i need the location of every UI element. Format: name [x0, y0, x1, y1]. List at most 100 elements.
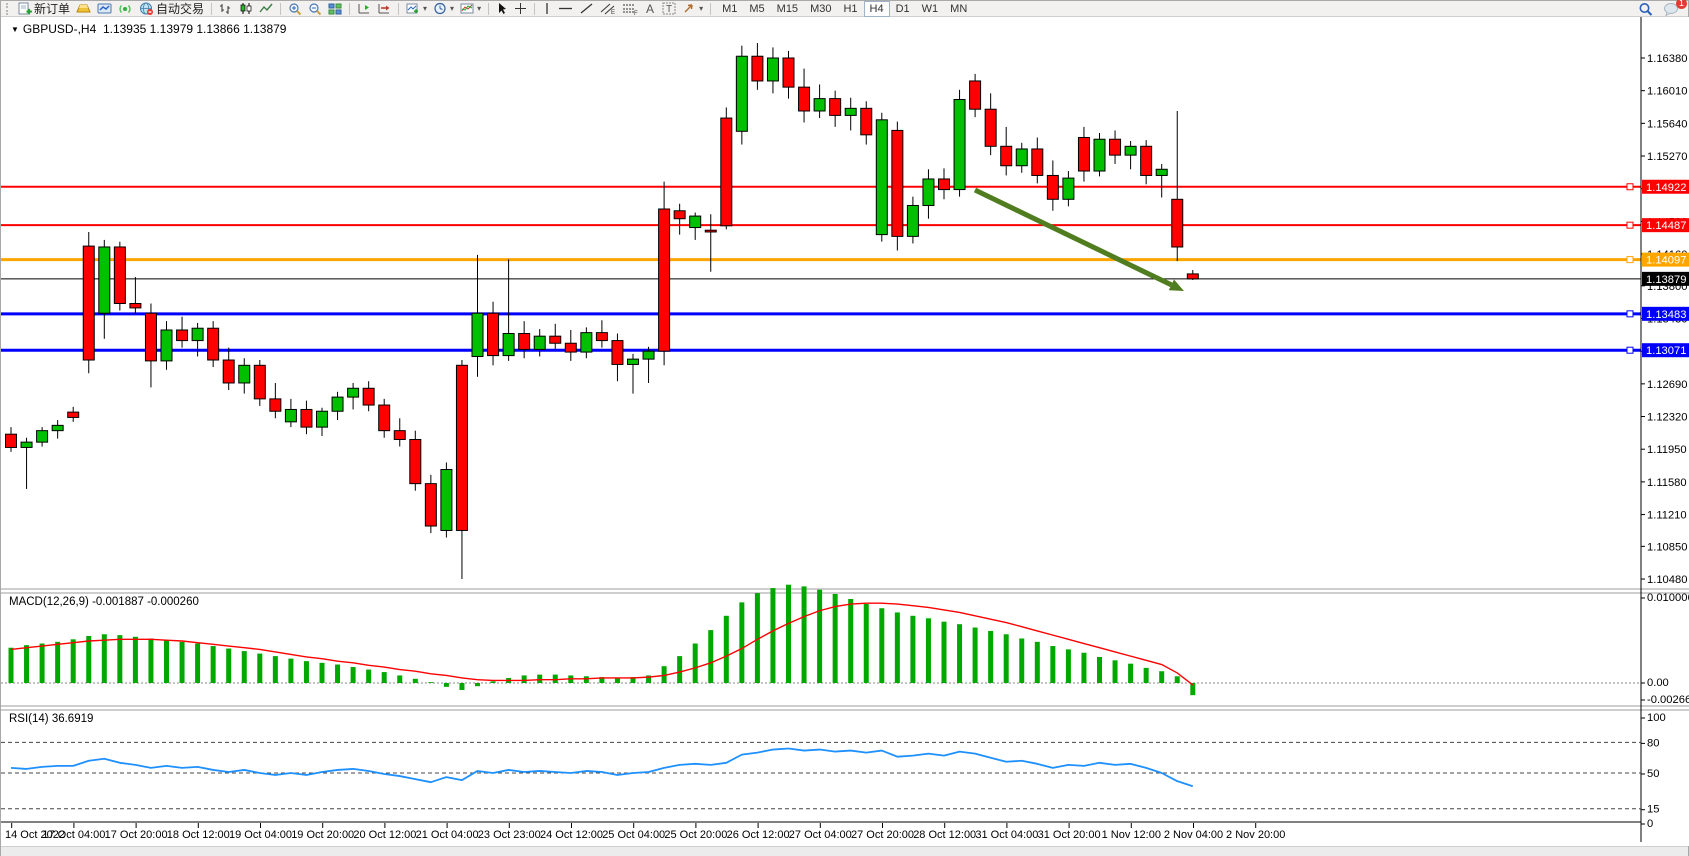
macd-histogram-bar: [910, 615, 916, 683]
crosshair-tool-button[interactable]: [512, 1, 529, 16]
bar-chart-type-button[interactable]: [217, 1, 235, 16]
candle: [891, 129, 904, 237]
candle: [455, 364, 468, 531]
price-label-box[interactable]: [1642, 306, 1689, 321]
vertical-line-tool-button[interactable]: [540, 1, 554, 16]
candle: [1093, 138, 1106, 172]
timeframe-D1[interactable]: D1: [895, 2, 910, 15]
candle: [533, 335, 546, 350]
line-chart-type-button[interactable]: [257, 1, 275, 16]
candle: [1031, 148, 1044, 176]
macd-histogram-bar: [350, 667, 356, 683]
trendline-tool-button[interactable]: [577, 1, 596, 16]
macd-histogram-bar: [630, 677, 636, 683]
horizontal-price-lines: [1, 183, 1641, 354]
candle: [160, 329, 173, 362]
candle: [207, 327, 220, 361]
market-watch-icon[interactable]: [95, 1, 114, 16]
time-tick-label: 21 Oct 04:00: [416, 829, 479, 841]
macd-axis-label: 0.010006: [1647, 592, 1689, 604]
time-tick-label: 17 Oct 20:00: [105, 829, 168, 841]
price-label-box[interactable]: [1642, 271, 1689, 286]
price-line-handle[interactable]: [1626, 221, 1634, 229]
candle: [471, 312, 484, 357]
timeframe-M30[interactable]: M30: [810, 2, 832, 15]
new-order-button[interactable]: 新订单: [16, 1, 72, 16]
cursor-tool-button[interactable]: [494, 1, 510, 16]
macd-histogram-bar: [257, 653, 263, 683]
arrows-tool-button[interactable]: ▾: [680, 1, 705, 16]
price-line-labels: 1.14922 1.14487 1.14097 1.13879 1.13483 1.130…: [1642, 179, 1689, 358]
candle: [20, 441, 33, 448]
macd-histogram-bar: [599, 677, 605, 683]
price-label-text: 1.13071: [1646, 345, 1686, 357]
zoom-out-button[interactable]: [306, 1, 324, 16]
candlestick-chart-type-button[interactable]: [237, 1, 255, 16]
time-tick-label: 24 Oct 12:00: [540, 829, 603, 841]
macd-histogram-bar: [459, 683, 465, 691]
trend-arrow-annotation[interactable]: [973, 187, 1184, 291]
gold-ingot-icon[interactable]: [74, 1, 93, 16]
price-label-box[interactable]: [1642, 343, 1689, 358]
price-line-handle[interactable]: [1626, 256, 1634, 264]
toolbar-grip[interactable]: [6, 2, 12, 15]
zoom-in-button[interactable]: [286, 1, 304, 16]
candle: [922, 178, 935, 206]
time-tick-label: 31 Oct 20:00: [1038, 829, 1101, 841]
auto-scroll-button[interactable]: [375, 1, 393, 16]
candle: [875, 119, 888, 236]
price-line-handle[interactable]: [1626, 310, 1634, 318]
price-label-box[interactable]: [1642, 218, 1689, 233]
candle: [487, 312, 500, 357]
templates-button[interactable]: ▾: [458, 1, 483, 16]
signal-icon[interactable]: [116, 1, 135, 16]
timeframe-W1[interactable]: W1: [921, 2, 939, 15]
fibonacci-tool-button[interactable]: F: [620, 1, 640, 16]
price-label-text: 1.13483: [1646, 309, 1686, 321]
macd-histogram-bar: [832, 593, 838, 683]
timeframe-H1[interactable]: H1: [843, 2, 858, 15]
autotrading-button[interactable]: 自动交易: [137, 1, 206, 16]
macd-histogram-bar: [164, 640, 169, 683]
candle: [1015, 148, 1028, 167]
timeframe-M5[interactable]: M5: [749, 2, 765, 15]
price-label-box[interactable]: [1642, 252, 1689, 267]
period-clock-button[interactable]: ▾: [431, 1, 456, 16]
time-tick-label: 18 Oct 12:00: [167, 829, 230, 841]
candle: [984, 108, 997, 147]
candle: [751, 55, 764, 82]
macd-histogram-bar: [941, 621, 947, 683]
macd-histogram-bar: [319, 662, 325, 683]
candle: [689, 215, 702, 229]
price-line-handle[interactable]: [1626, 346, 1634, 354]
equidistant-channel-tool-button[interactable]: E: [598, 1, 618, 16]
community-chat-button[interactable]: 1: [1661, 0, 1687, 16]
horizontal-line-tool-button[interactable]: [556, 1, 575, 16]
chart-shift-button[interactable]: [355, 1, 373, 16]
price-label-box[interactable]: [1642, 179, 1689, 194]
candle: [82, 245, 95, 361]
candle: [300, 408, 313, 428]
timeframe-H4[interactable]: H4: [863, 0, 890, 17]
price-label-text: 1.14487: [1646, 220, 1686, 232]
candle: [549, 335, 562, 344]
candle: [953, 99, 966, 191]
candle: [440, 469, 453, 531]
text-tool-button[interactable]: A: [642, 1, 658, 16]
time-tick-label: 25 Oct 20:00: [664, 829, 727, 841]
price-line-handle[interactable]: [1626, 183, 1634, 191]
candle: [129, 302, 142, 309]
candle: [1124, 145, 1137, 156]
text-label-tool-button[interactable]: T: [660, 1, 678, 16]
new-chart-button[interactable]: ▾: [404, 1, 429, 16]
tile-windows-button[interactable]: [326, 1, 344, 16]
search-icon[interactable]: [1636, 1, 1655, 16]
timeframe-MN[interactable]: MN: [950, 2, 968, 15]
timeframe-M15[interactable]: M15: [776, 2, 799, 15]
notification-badge: 1: [1676, 0, 1687, 9]
macd-indicator-label: MACD(12,26,9) -0.001887 -0.000260: [9, 596, 199, 608]
candle: [222, 359, 235, 384]
chevron-down-icon[interactable]: ▼: [11, 25, 19, 34]
timeframe-M1[interactable]: M1: [722, 2, 738, 15]
